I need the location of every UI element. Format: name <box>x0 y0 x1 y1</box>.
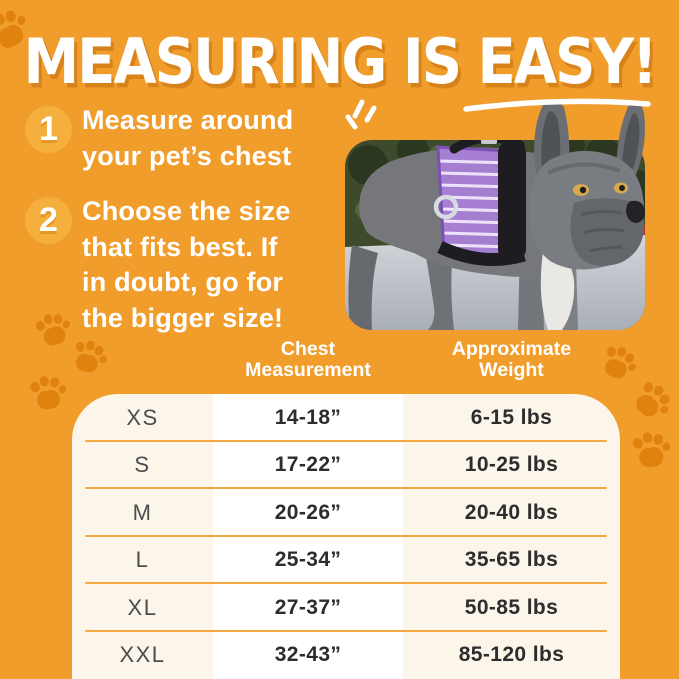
step-2-line-4: the bigger size! <box>82 302 284 333</box>
table-row: S 17-22” 10-25 lbs <box>72 442 620 490</box>
underline-swoosh-icon <box>463 98 651 112</box>
step-2-number-badge: 2 <box>25 197 72 244</box>
size-table-card: XS 14-18” 6-15 lbs S 17-22” 10-25 lbs M … <box>72 394 620 679</box>
size-cell: S <box>134 452 151 478</box>
paw-print-icon <box>605 346 637 379</box>
table-row: XS 14-18” 6-15 lbs <box>72 394 620 442</box>
harness <box>433 140 526 266</box>
table-row: M 20-26” 20-40 lbs <box>72 489 620 537</box>
step-2-line-2: that fits best. If <box>82 231 278 262</box>
size-cell: L <box>135 547 150 573</box>
weight-cell: 6-15 lbs <box>470 405 553 429</box>
dog-photo-illustration <box>345 98 651 330</box>
emphasis-marks-icon <box>345 99 377 130</box>
chest-cell: 14-18” <box>274 405 342 429</box>
paw-print-icon <box>35 314 70 346</box>
size-cell: M <box>132 499 153 525</box>
step-1-line-2: your pet’s chest <box>82 140 292 171</box>
table-middle-column-band <box>213 394 403 679</box>
weight-cell: 10-25 lbs <box>464 453 559 477</box>
weight-cell: 35-65 lbs <box>464 548 559 572</box>
paw-print-icon <box>632 432 671 468</box>
size-cell: XL <box>127 594 158 620</box>
chest-cell: 17-22” <box>274 453 342 477</box>
paw-print-icon <box>30 376 67 410</box>
paw-print-icon <box>75 340 107 373</box>
chest-cell: 20-26” <box>274 500 342 524</box>
step-1-line-1: Measure around <box>82 105 294 135</box>
chest-cell: 25-34” <box>274 548 342 572</box>
column-header-weight-line-2: Weight <box>479 358 544 381</box>
weight-cell: 50-85 lbs <box>464 595 559 619</box>
table-row: XL 27-37” 50-85 lbs <box>72 584 620 632</box>
paw-print-icon <box>0 10 26 48</box>
step-1-text: Measure around your pet’s chest <box>82 103 293 174</box>
weight-cell: 85-120 lbs <box>458 643 565 667</box>
page-title: MEASURING IS EASY! <box>23 26 657 99</box>
harness-d-ring <box>433 194 459 220</box>
weight-cell: 20-40 lbs <box>464 500 559 524</box>
table-row: L 25-34” 35-65 lbs <box>72 537 620 585</box>
dog-photo <box>338 95 652 335</box>
chest-cell: 32-43” <box>274 643 342 667</box>
column-header-weight: Approximate Weight <box>403 339 620 380</box>
column-header-chest-line-1: Chest <box>280 338 336 360</box>
column-header-chest: Chest Measurement <box>213 339 403 380</box>
size-cell: XXL <box>119 642 166 668</box>
step-2-text: Choose the size that fits best. If in do… <box>82 194 291 336</box>
column-header-weight-line-1: Approximate <box>451 338 572 360</box>
dog-head <box>528 99 646 270</box>
size-cell: XS <box>126 404 159 430</box>
column-header-chest-line-2: Measurement <box>245 358 371 381</box>
table-row: XXL 32-43” 85-120 lbs <box>72 632 620 679</box>
paw-print-icon <box>636 382 670 417</box>
chest-cell: 27-37” <box>274 595 342 619</box>
step-2-line-3: in doubt, go for <box>82 267 284 297</box>
step-1-number-badge: 1 <box>25 106 72 153</box>
step-2-line-1: Choose the size <box>82 196 291 226</box>
